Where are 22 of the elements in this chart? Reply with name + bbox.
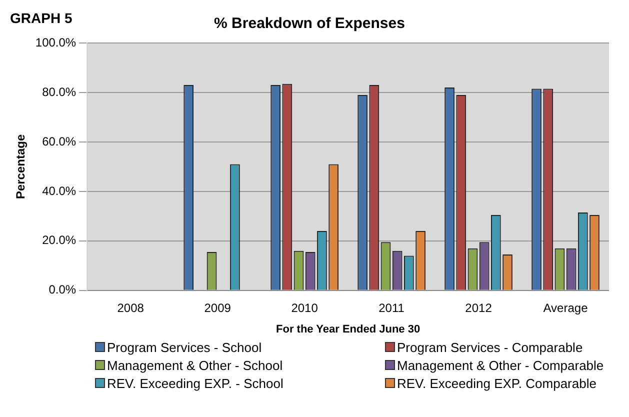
y-axis-title: Percentage	[14, 134, 28, 200]
y-tick-label: 60.0%	[42, 134, 76, 148]
legend-label: REV. Exceeding EXP. Comparable	[396, 376, 598, 391]
legend-label: Program Services - School	[106, 340, 263, 355]
x-tick-label: 2009	[204, 300, 232, 315]
x-tick-label: 2010	[291, 300, 318, 315]
legend-label: Management & Other - Comparable	[396, 358, 605, 373]
x-tick-label: Average	[543, 300, 588, 315]
caption: GRAPH 5	[10, 10, 72, 26]
y-tick-label: 0.0%	[48, 282, 76, 297]
legend-label: Program Services - Comparable	[396, 340, 584, 355]
x-tick-label: 2012	[465, 300, 492, 315]
legend-label: REV. Exceeding EXP. - School	[106, 376, 284, 391]
y-tick-label: 80.0%	[42, 84, 76, 99]
x-axis-title: For the Year Ended June 30	[276, 323, 420, 336]
x-tick-label: 2008	[117, 300, 144, 315]
y-tick-label: 40.0%	[42, 184, 76, 198]
y-tick-label: 20.0%	[42, 233, 76, 248]
chart-title: % Breakdown of Expenses	[214, 15, 405, 32]
x-tick-label: 2011	[378, 300, 405, 315]
legend-label: Management & Other - School	[106, 358, 284, 373]
y-tick-label: 100.0%	[35, 35, 76, 50]
